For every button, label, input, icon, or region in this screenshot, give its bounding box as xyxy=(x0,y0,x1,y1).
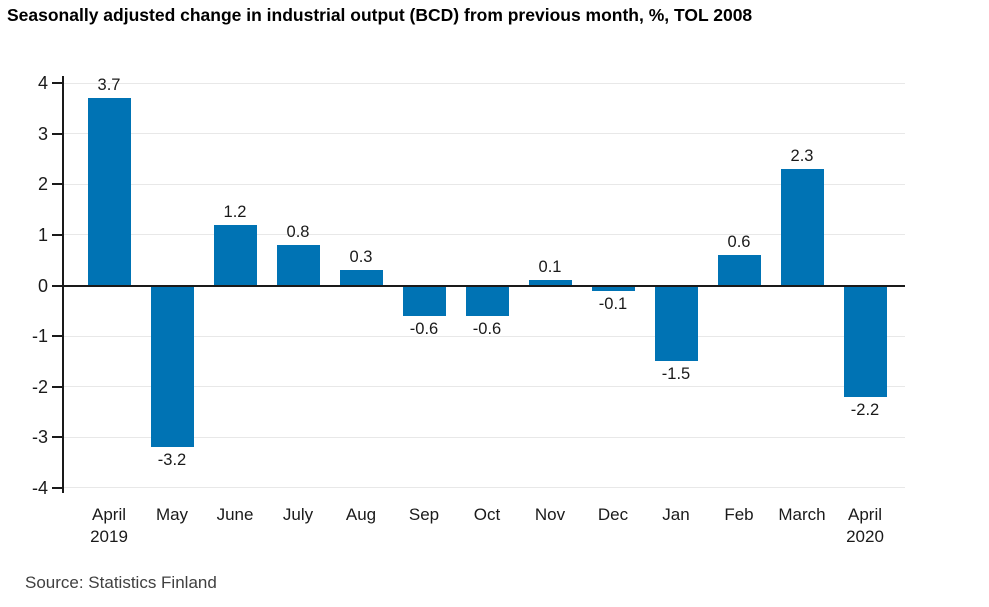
x-tick-label: May xyxy=(155,505,189,524)
x-tick-label: Jan xyxy=(662,505,690,524)
bar xyxy=(150,285,194,448)
y-tick-label: -3 xyxy=(31,427,48,448)
bar-value-label: -0.6 xyxy=(409,319,439,338)
x-tick-label: Oct xyxy=(473,505,501,524)
y-axis-tick xyxy=(52,335,63,338)
y-axis-tick xyxy=(52,486,63,489)
source-text: Source: Statistics Finland xyxy=(25,573,217,592)
x-tick-label: Nov xyxy=(534,505,566,524)
bar xyxy=(402,285,446,316)
y-axis-line xyxy=(62,76,64,493)
bar xyxy=(87,98,131,286)
bar-value-label: 0.6 xyxy=(727,233,751,252)
chart-title: Seasonally adjusted change in industrial… xyxy=(7,5,753,25)
gridline xyxy=(63,234,905,236)
y-tick-label: 4 xyxy=(37,73,48,94)
x-tick-label: Dec xyxy=(597,505,629,524)
bar xyxy=(213,224,257,286)
bar xyxy=(654,285,698,362)
gridline xyxy=(63,487,905,489)
y-tick-label: 2 xyxy=(37,174,48,195)
x-tick-label: Feb xyxy=(724,505,754,524)
bar-value-label: -3.2 xyxy=(157,451,187,470)
y-tick-label: -4 xyxy=(31,477,48,498)
bar xyxy=(717,255,761,286)
y-tick-label: 1 xyxy=(37,224,48,245)
y-axis-tick xyxy=(52,233,63,236)
y-axis-tick xyxy=(52,132,63,135)
gridline xyxy=(63,183,905,185)
x-tick-label: April 2019 xyxy=(90,505,128,546)
x-tick-label: April 2020 xyxy=(846,505,884,546)
bar xyxy=(843,285,887,397)
y-tick-label: 0 xyxy=(37,275,48,296)
y-tick-label: 3 xyxy=(37,123,48,144)
x-tick-label: March xyxy=(778,505,826,524)
gridline xyxy=(63,436,905,438)
bar-value-label: 1.2 xyxy=(223,202,247,221)
y-axis-tick xyxy=(52,284,63,287)
bar-value-label: -0.6 xyxy=(472,319,502,338)
bar xyxy=(465,285,509,316)
bar xyxy=(528,280,572,286)
bar-value-label: 0.3 xyxy=(349,248,373,267)
y-axis-tick xyxy=(52,82,63,85)
gridline xyxy=(63,82,905,84)
bar xyxy=(780,169,824,286)
bar-value-label: -1.5 xyxy=(661,365,691,384)
x-tick-label: Sep xyxy=(408,505,440,524)
bar-value-label: 0.8 xyxy=(286,223,310,242)
bar-value-label: 2.3 xyxy=(790,147,814,166)
y-axis-tick xyxy=(52,436,63,439)
bar xyxy=(276,245,320,286)
gridline xyxy=(63,133,905,135)
gridline xyxy=(63,386,905,388)
y-tick-label: -2 xyxy=(31,376,48,397)
bar xyxy=(591,285,635,291)
x-tick-label: June xyxy=(216,505,254,524)
y-axis-tick xyxy=(52,183,63,186)
y-tick-label: -1 xyxy=(31,326,48,347)
y-axis-tick xyxy=(52,385,63,388)
bar-value-label: 0.1 xyxy=(538,258,562,277)
bar-value-label: -2.2 xyxy=(850,400,880,419)
x-tick-label: July xyxy=(282,505,314,524)
bar-value-label: -0.1 xyxy=(598,294,628,313)
gridline xyxy=(63,335,905,337)
x-tick-label: Aug xyxy=(345,505,377,524)
bar xyxy=(339,270,383,286)
zero-line xyxy=(63,284,905,287)
bar-value-label: 3.7 xyxy=(97,76,121,95)
